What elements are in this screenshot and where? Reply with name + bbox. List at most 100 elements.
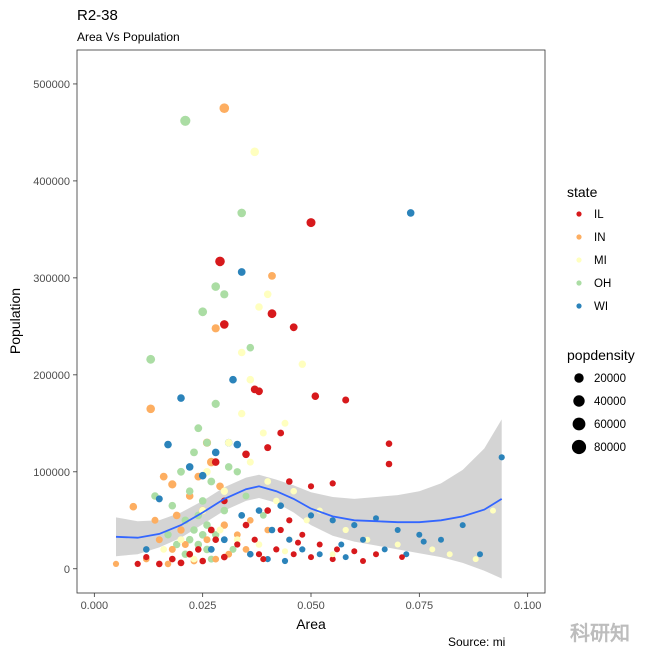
data-point-wi [438, 536, 444, 543]
data-point-oh [229, 545, 237, 553]
size-legend-swatch [573, 395, 585, 407]
data-point-il [134, 560, 141, 568]
size-legend-swatch [574, 373, 584, 383]
data-point-oh [242, 492, 250, 500]
data-point-wi [277, 502, 285, 510]
data-point-wi [338, 541, 345, 548]
data-point-mi [264, 478, 272, 485]
data-point-wi [373, 515, 379, 522]
y-axis-title: Population [7, 288, 23, 354]
data-point-mi [177, 536, 185, 544]
data-point-in [168, 545, 176, 553]
data-point-il [264, 507, 272, 514]
data-point-il [260, 556, 267, 563]
data-point-il [169, 555, 176, 563]
data-point-mi [255, 303, 263, 311]
data-point-mi [233, 536, 241, 544]
data-point-oh [212, 531, 220, 539]
data-point-in [233, 531, 241, 539]
smooth-line-layer [115, 485, 503, 539]
data-point-in [268, 272, 276, 280]
data-point-in [164, 560, 172, 568]
data-point-il [242, 450, 250, 459]
x-tick-label: 0.000 [81, 600, 109, 612]
color-legend-title: state [567, 184, 598, 200]
data-point-oh [237, 208, 246, 218]
data-point-oh [220, 290, 229, 299]
data-point-in [212, 555, 220, 563]
data-point-il [385, 460, 393, 468]
data-point-il [351, 548, 358, 555]
smooth-ci-ribbon [116, 419, 502, 579]
data-point-wi [381, 546, 388, 553]
data-point-il [286, 478, 293, 485]
data-point-il [311, 392, 320, 401]
data-point-in [181, 541, 189, 548]
data-point-il [264, 444, 272, 452]
data-point-mi [250, 147, 259, 157]
smooth-line [115, 485, 503, 539]
data-point-wi [155, 495, 163, 503]
data-point-mi [259, 429, 267, 437]
chart-title: R2-38 [77, 7, 118, 24]
data-point-il [316, 541, 323, 548]
data-point-wi [299, 546, 306, 553]
data-point-mi [303, 517, 310, 524]
data-point-il [290, 551, 297, 558]
data-point-il [220, 320, 229, 329]
color-legend-swatch-il [576, 211, 582, 217]
data-point-oh [233, 468, 241, 476]
data-point-oh [198, 497, 207, 505]
data-point-in [155, 536, 163, 544]
size-legend-label: 60000 [594, 419, 626, 431]
data-point-il [306, 218, 316, 228]
data-point-il [277, 526, 284, 534]
data-point-mi [255, 541, 263, 548]
data-point-in [219, 103, 230, 113]
data-point-mi [490, 507, 496, 514]
caption: Source: mi [448, 635, 505, 649]
data-point-il [399, 554, 405, 560]
size-legend-label: 20000 [594, 373, 626, 385]
data-point-il [329, 480, 336, 487]
data-point-wi [164, 440, 172, 449]
data-point-oh [211, 282, 220, 291]
data-point-il [273, 546, 280, 553]
color-legend-swatch-oh [576, 280, 582, 286]
data-point-wi [498, 454, 505, 461]
data-point-oh [190, 526, 198, 534]
y-tick-label: 0 [64, 564, 70, 576]
data-point-in [172, 511, 181, 520]
data-point-il [267, 309, 277, 319]
color-legend-label: OH [594, 278, 611, 290]
data-point-in [168, 480, 177, 489]
data-point-wi [247, 550, 254, 558]
data-point-mi [446, 551, 453, 558]
data-point-il [277, 429, 285, 437]
data-point-mi [224, 438, 233, 447]
x-tick-label: 0.100 [514, 600, 542, 612]
data-point-il [307, 483, 315, 490]
data-point-in [220, 521, 228, 529]
data-point-mi [246, 375, 255, 384]
data-point-il [251, 536, 258, 543]
data-point-wi [459, 522, 466, 529]
data-point-in [146, 404, 155, 414]
data-point-in [151, 516, 159, 524]
data-point-wi [264, 556, 271, 563]
size-legend-title: popdensity [567, 347, 635, 363]
data-point-il [143, 554, 150, 561]
data-point-wi [177, 394, 185, 402]
data-point-mi [429, 546, 436, 553]
x-tick-label: 0.075 [406, 600, 434, 612]
data-point-il [242, 521, 250, 529]
data-point-oh [177, 467, 185, 476]
smooth-ci-ribbon-layer [116, 419, 502, 579]
data-point-mi [216, 526, 224, 534]
data-point-wi [268, 526, 276, 534]
size-legend-swatch [571, 439, 587, 455]
data-point-mi [199, 506, 207, 515]
data-point-wi [255, 507, 263, 514]
data-point-mi [364, 536, 371, 543]
data-point-in [203, 536, 211, 544]
